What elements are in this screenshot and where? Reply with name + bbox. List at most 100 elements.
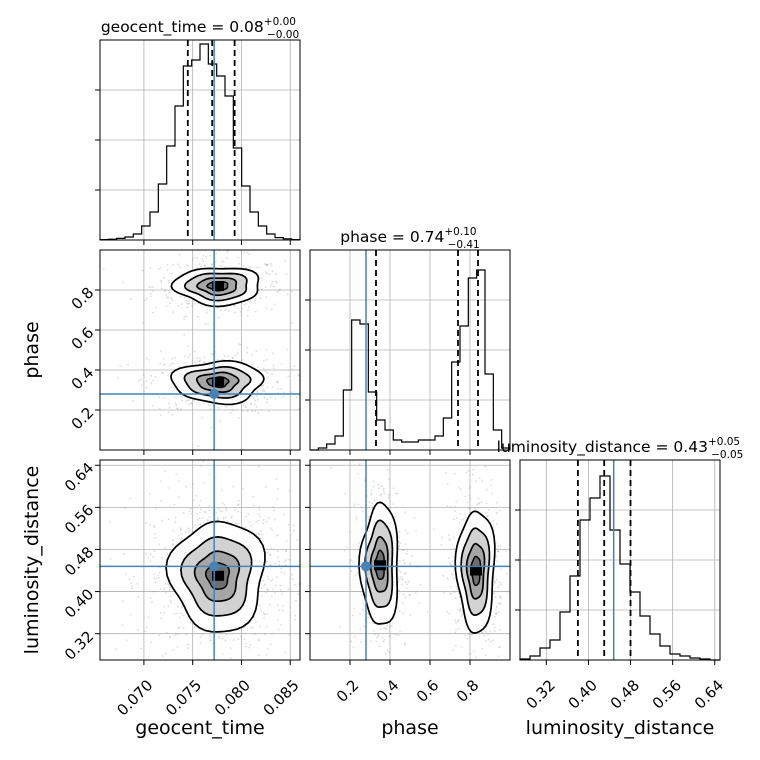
sample-point [275, 534, 278, 537]
sample-point [167, 411, 170, 414]
sample-point [174, 516, 177, 519]
sample-point [353, 503, 356, 505]
sample-point [246, 346, 248, 349]
sample-point [272, 364, 275, 367]
sample-point [178, 253, 181, 256]
sample-point [196, 257, 198, 260]
sample-point [198, 360, 201, 363]
sample-point [130, 582, 133, 584]
sample-point [142, 374, 145, 376]
sample-point [259, 530, 262, 533]
sample-point [357, 503, 360, 506]
sample-point [219, 509, 222, 512]
sample-point [274, 584, 277, 587]
sample-point [404, 511, 407, 513]
sample-point [483, 629, 486, 632]
sample-point [187, 527, 190, 530]
sample-point [399, 630, 401, 633]
sample-point [449, 562, 451, 565]
sample-point [493, 615, 496, 618]
sample-point [264, 370, 267, 373]
sample-point [266, 263, 269, 266]
sample-point [283, 560, 286, 563]
sample-point [280, 363, 283, 366]
sample-point [397, 576, 400, 579]
sample-point [243, 304, 246, 306]
sample-point [171, 299, 174, 302]
panel-title: geocent_time = 0.08+0.00 −0.00 [101, 16, 299, 41]
sample-point [123, 552, 126, 555]
sample-point [386, 625, 388, 627]
sample-point [468, 507, 471, 509]
sample-point [178, 480, 180, 483]
sample-point [233, 304, 236, 307]
sample-point [264, 486, 267, 489]
sample-point [268, 517, 270, 520]
sample-point [160, 279, 163, 282]
sample-point [193, 350, 196, 353]
sample-point [409, 563, 412, 566]
sample-point [454, 505, 456, 508]
sample-point [357, 545, 360, 548]
sample-point [129, 497, 132, 500]
sample-point [239, 310, 242, 313]
sample-point [187, 356, 190, 358]
sample-point [252, 363, 255, 366]
sample-point [265, 307, 268, 309]
sample-point [197, 445, 200, 448]
sample-point [221, 637, 224, 640]
sample-point [158, 396, 161, 399]
sample-point [262, 519, 265, 521]
sample-point [457, 486, 460, 489]
sample-point [266, 588, 269, 591]
sample-point [450, 592, 453, 595]
sample-point [294, 584, 296, 586]
sample-point [402, 593, 405, 596]
sample-point [237, 638, 240, 641]
sample-point [155, 577, 158, 580]
sample-point [188, 403, 191, 406]
sample-point [415, 530, 417, 533]
sample-point [188, 530, 191, 533]
sample-point [454, 619, 457, 622]
sample-point [172, 543, 175, 546]
sample-point [199, 359, 202, 362]
y-axis-label-phase: phase [21, 321, 43, 378]
sample-point [406, 532, 409, 535]
sample-point [245, 266, 248, 269]
sample-point [277, 556, 279, 558]
sample-point [168, 291, 171, 294]
sample-point [386, 469, 389, 471]
sample-point [131, 587, 134, 590]
sample-point [196, 513, 199, 515]
sample-point [499, 597, 502, 599]
sample-point [189, 507, 192, 510]
sample-point [376, 636, 378, 639]
sample-point [465, 516, 468, 519]
sample-point [218, 407, 220, 409]
sample-point [174, 356, 177, 359]
sample-point [170, 297, 172, 299]
sample-point [275, 576, 278, 578]
sample-point [386, 649, 389, 652]
sample-point [263, 616, 266, 619]
sample-point [362, 602, 365, 605]
sample-point [268, 554, 271, 556]
sample-point [158, 634, 161, 637]
sample-point [274, 591, 276, 594]
sample-point [229, 647, 232, 650]
sample-point [461, 610, 463, 613]
sample-point [413, 517, 416, 520]
sample-point [494, 581, 496, 584]
sample-point [385, 628, 388, 630]
sample-point [466, 501, 469, 504]
sample-point [353, 504, 356, 507]
sample-point [163, 276, 165, 279]
sample-point [259, 625, 261, 628]
sample-point [219, 419, 222, 422]
sample-point [485, 640, 488, 642]
sample-point [290, 322, 293, 324]
sample-point [355, 518, 358, 521]
sample-point [157, 574, 160, 576]
sample-point [426, 610, 429, 613]
